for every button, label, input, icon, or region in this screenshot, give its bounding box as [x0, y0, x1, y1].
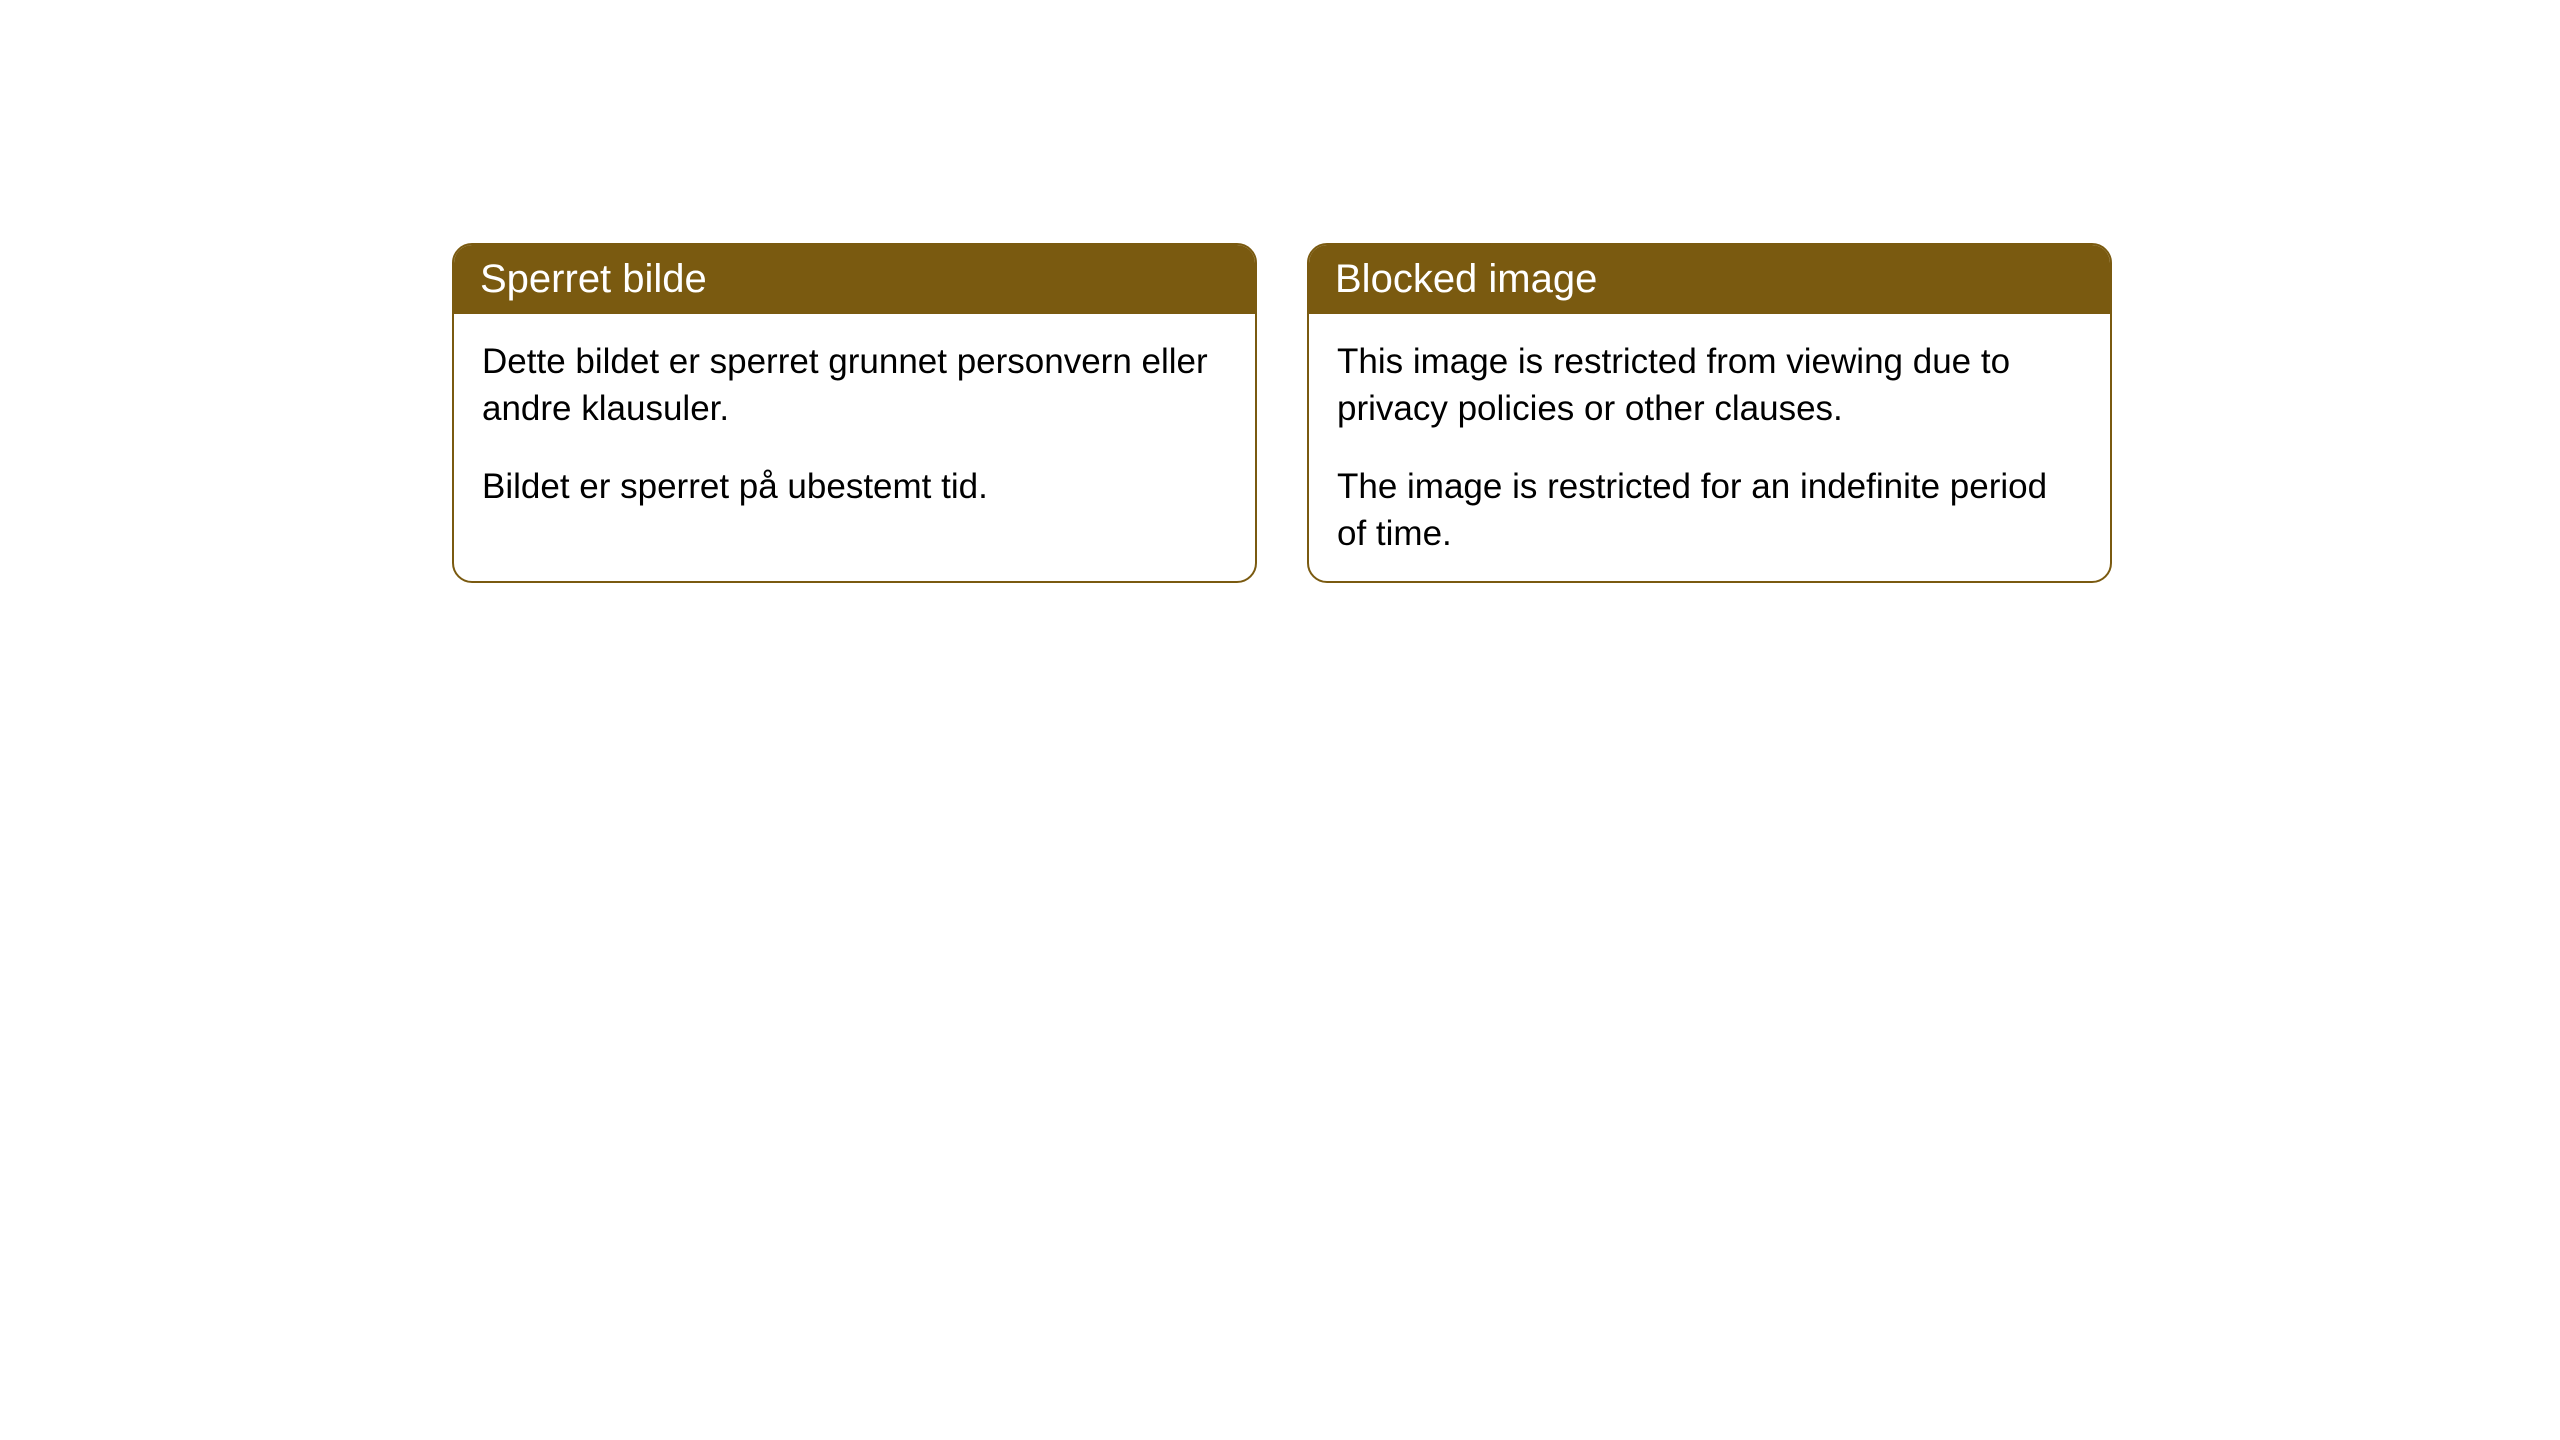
card-header-english: Blocked image [1309, 245, 2110, 314]
blocked-image-card-english: Blocked image This image is restricted f… [1307, 243, 2112, 583]
blocked-image-card-norwegian: Sperret bilde Dette bildet er sperret gr… [452, 243, 1257, 583]
card-body-norwegian: Dette bildet er sperret grunnet personve… [454, 314, 1255, 550]
card-paragraph-eng-1: This image is restricted from viewing du… [1337, 338, 2082, 433]
card-paragraph-nor-1: Dette bildet er sperret grunnet personve… [482, 338, 1227, 433]
card-body-english: This image is restricted from viewing du… [1309, 314, 2110, 583]
notice-cards-container: Sperret bilde Dette bildet er sperret gr… [452, 243, 2112, 583]
card-paragraph-eng-2: The image is restricted for an indefinit… [1337, 463, 2082, 558]
card-header-norwegian: Sperret bilde [454, 245, 1255, 314]
card-paragraph-nor-2: Bildet er sperret på ubestemt tid. [482, 463, 1227, 510]
